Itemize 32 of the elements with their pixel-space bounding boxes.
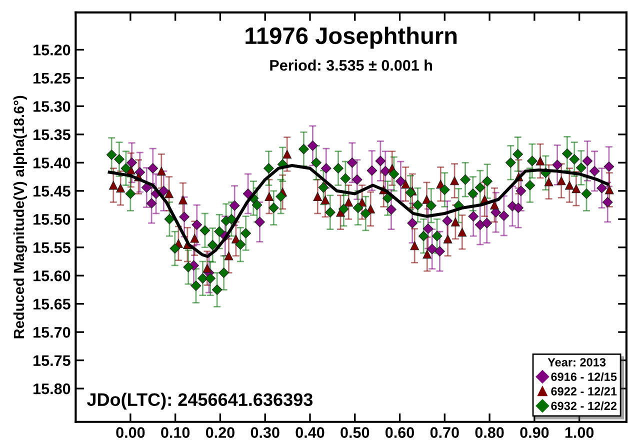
x-tick-label: 0.60: [386, 427, 414, 438]
text: Period: 3.535 ± 0.001 h: [270, 60, 432, 71]
x-tick-label: 0.30: [250, 427, 280, 438]
y-tick-label: 15.50: [34, 214, 70, 225]
x-tick-label: 0.80: [475, 427, 504, 438]
x-tick-label: 0.70: [430, 427, 459, 438]
annotation: JDo(LTC): 2456641.636393: [86, 392, 313, 410]
x-tick-label: 0.90: [520, 427, 549, 438]
y-tick-label: 15.45: [34, 186, 70, 197]
y-tick-label: 15.35: [34, 129, 70, 140]
y-tick-label: 15.60: [34, 270, 70, 282]
y-tick-label: 15.55: [34, 242, 70, 254]
legend-label: 6916 - 12/15: [551, 372, 617, 382]
legend-title: Year: 2013: [548, 358, 606, 366]
y-tick-label: 15.30: [34, 101, 70, 112]
x-tick-label: 0.00: [116, 427, 145, 438]
y-tick-label: 15.25: [34, 72, 70, 84]
text: 11976 Josephthurn: [246, 26, 457, 49]
x-tick-label: 0.40: [296, 427, 324, 438]
y-axis-title: Reduced Magnitude(V) alpha(18.6°): [13, 96, 28, 338]
y-tick-label: 15.75: [34, 355, 70, 366]
legend-label: 6922 - 12/21: [551, 386, 617, 396]
legend-label: 6932 - 12/22: [551, 401, 617, 410]
y-tick-label: 15.65: [34, 298, 70, 310]
y-tick-label: 15.20: [34, 44, 70, 56]
x-tick-label: 1.00: [565, 427, 594, 438]
x-tick-label: 0.50: [340, 427, 370, 438]
y-tick-label: 15.40: [34, 158, 70, 168]
x-tick-label: 0.20: [206, 427, 234, 438]
y-tick-label: 15.80: [34, 383, 70, 394]
y-tick-label: 15.70: [34, 326, 70, 338]
x-tick-label: 0.10: [161, 427, 190, 438]
